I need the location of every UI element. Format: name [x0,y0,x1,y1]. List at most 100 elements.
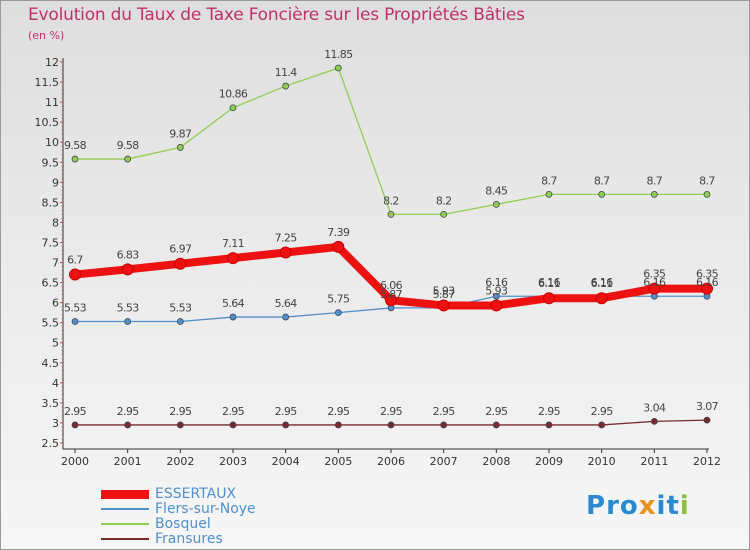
logo-letter: r [606,491,620,521]
data-point [334,309,342,317]
data-label: 8.45 [485,184,508,197]
x-tick-label: 2001 [114,455,142,468]
legend-item-bosquel: Bosquel [101,516,211,532]
legend-label: Flers-sur-Noye [155,501,256,517]
data-label: 5.53 [117,301,140,314]
proxiti-logo: Proxiti [586,491,690,521]
data-label: 2.95 [591,405,614,418]
data-label: 2.95 [485,405,508,418]
data-label: 5.64 [275,297,298,310]
data-label: 5.53 [64,301,87,314]
data-label: 2.95 [222,405,245,418]
data-point [332,240,345,253]
x-tick-label: 2007 [430,455,458,468]
x-tick-label: 2008 [482,455,510,468]
y-tick-label: 10.5 [35,116,60,129]
data-label: 2.95 [538,405,561,418]
data-point [387,421,395,429]
data-point [385,294,397,307]
legend-swatch [101,489,149,499]
data-label: 8.2 [383,194,399,207]
data-label: 2.95 [64,405,87,418]
legend-item-flers-sur-noye: Flers-sur-Noye [101,501,256,517]
legend-swatch [101,508,149,510]
x-tick-label: 2005 [324,455,352,468]
y-tick-label: 4.5 [42,357,60,370]
y-tick-label: 6 [52,297,59,310]
data-point [490,299,503,312]
data-label: 2.95 [380,405,403,418]
legend-item-fransures: Fransures [101,531,223,547]
chart-subtitle: (en %) [28,29,65,42]
data-label: 7.39 [327,226,350,239]
data-point [282,421,290,429]
y-tick-label: 5 [52,337,59,350]
y-tick-label: 10 [45,136,59,149]
data-point [124,155,132,163]
data-point [543,292,555,305]
data-label: 6.16 [643,276,666,289]
data-point [650,190,658,198]
data-point [71,155,79,163]
data-point [545,190,553,198]
data-label: 2.95 [117,405,140,418]
y-tick-label: 12 [45,56,59,69]
x-tick-label: 2011 [640,455,668,468]
data-point [492,200,500,208]
data-point [176,318,184,325]
data-point [227,252,239,265]
data-point [492,292,500,300]
x-tick-label: 2003 [219,455,247,468]
legend-swatch [101,538,149,540]
data-label: 8.7 [541,174,557,187]
data-label: 5.53 [169,301,192,314]
logo-letter: i [656,491,667,521]
data-label: 10.86 [219,88,248,101]
data-point [71,421,79,429]
y-tick-label: 5.5 [42,317,60,330]
data-label: 8.2 [436,194,452,207]
data-point [598,421,606,429]
y-tick-label: 2.5 [42,437,60,450]
data-label: 3.04 [643,401,666,414]
data-point [701,282,713,295]
data-point [650,417,658,425]
data-point [69,268,81,281]
data-label: 11.4 [275,66,298,79]
data-point [703,190,711,198]
data-label: 6.16 [696,276,719,289]
logo-letter: x [638,491,657,521]
data-label: 5.87 [433,288,456,301]
data-label: 7.25 [275,232,298,245]
data-point [282,82,290,90]
data-point [124,421,132,429]
x-tick-label: 2004 [272,455,300,468]
data-point [176,144,184,151]
data-label: 6.16 [485,276,508,289]
legend-item-essertaux: ESSERTAUX [101,486,236,502]
logo-letter: P [586,491,607,521]
y-tick-label: 11.5 [35,76,60,89]
x-tick-label: 2002 [166,455,194,468]
data-point [174,257,187,270]
data-label: 5.93 [433,284,456,297]
data-label: 5.75 [327,293,350,306]
y-tick-label: 7 [52,257,59,270]
data-point [229,313,237,321]
data-point [545,421,553,429]
x-tick-label: 2000 [61,455,89,468]
data-point [176,421,184,429]
legend-label: Bosquel [155,516,211,532]
data-label: 6.35 [643,268,666,281]
data-label: 6.7 [67,254,83,267]
x-tick-label: 2012 [693,455,721,468]
y-tick-label: 11 [45,96,59,109]
y-tick-label: 8 [52,216,59,229]
chart-title: Evolution du Taux de Taxe Foncière sur l… [28,5,525,25]
y-tick-label: 8.5 [42,196,60,209]
data-label: 6.83 [117,248,140,261]
x-tick-label: 2010 [588,455,616,468]
data-label: 8.7 [594,174,610,187]
